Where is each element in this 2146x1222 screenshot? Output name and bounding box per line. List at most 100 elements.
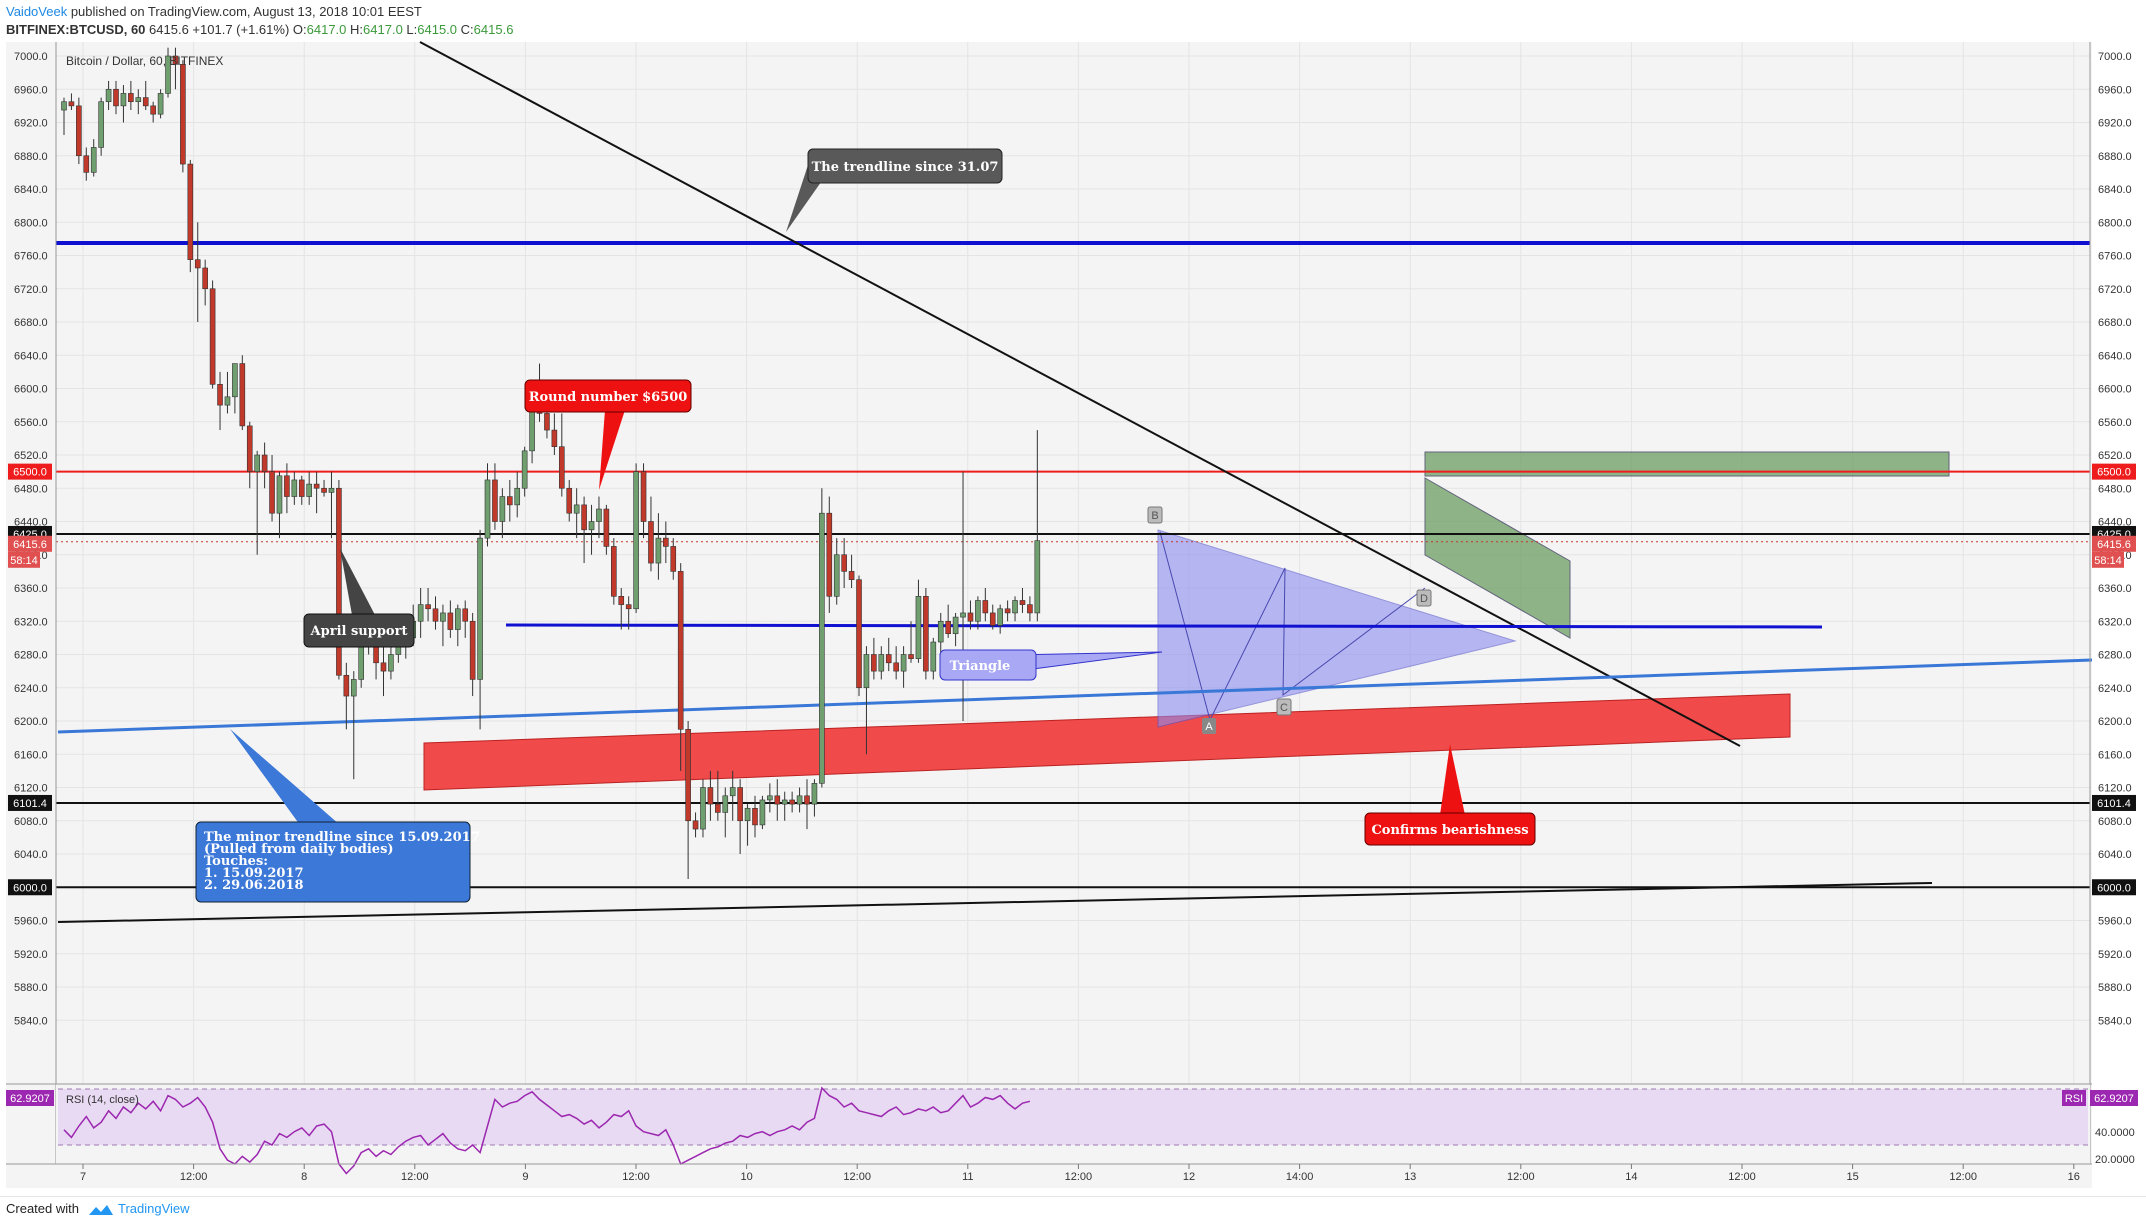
y-tick-left: 6240.0 — [14, 683, 48, 695]
candle — [841, 538, 847, 588]
candle — [722, 787, 729, 838]
candle — [350, 671, 357, 780]
rsi-tick-20: 20.0000 — [2095, 1154, 2135, 1166]
candle — [432, 596, 439, 630]
candle — [180, 60, 186, 173]
svg-text:58:14: 58:14 — [2094, 555, 2122, 567]
y-tick-right: 6360.0 — [2098, 583, 2132, 595]
x-tick-label: 15 — [1846, 1171, 1858, 1183]
candle — [298, 475, 305, 505]
x-tick-label: 8 — [301, 1171, 307, 1183]
candle — [98, 97, 104, 156]
candle — [767, 783, 773, 813]
candle — [707, 770, 714, 821]
x-tick-label: 7 — [80, 1171, 86, 1183]
x-tick-label: 12:00 — [1728, 1171, 1756, 1183]
y-tick-right: 6680.0 — [2098, 317, 2132, 329]
candle — [269, 455, 275, 522]
svg-text:6415.6: 6415.6 — [2097, 539, 2131, 551]
price-tag-last_price-right: 6415.6 — [2092, 535, 2136, 552]
minor-line-4: 1. 15.09.2017 — [204, 866, 304, 881]
candle — [819, 488, 825, 788]
svg-text:6415.6: 6415.6 — [13, 539, 47, 551]
candle — [150, 101, 156, 123]
y-tick-left: 6200.0 — [14, 716, 48, 728]
trendline-since-31-07 — [419, 41, 1741, 747]
rsi-line — [63, 1086, 1031, 1175]
candle — [246, 421, 253, 489]
x-tick-label: 9 — [522, 1171, 528, 1183]
candle — [551, 413, 558, 455]
candle — [380, 646, 387, 697]
publication-line: VaidoVeek published on TradingView.com, … — [6, 4, 422, 19]
candle — [588, 504, 595, 555]
candle — [187, 159, 194, 273]
x-tick-label: 16 — [2068, 1171, 2080, 1183]
candle — [284, 463, 290, 514]
y-tick-left: 6880.0 — [14, 151, 48, 163]
price-tag-level_6500-left: 6500.0 — [8, 463, 52, 480]
candle — [715, 770, 721, 821]
candle — [692, 812, 699, 838]
y-tick-left: 6640.0 — [14, 350, 48, 362]
candle — [900, 646, 907, 688]
candle — [120, 85, 127, 123]
callout-minor-trendline: The minor trendline since 15.09.2017 (Pu… — [195, 729, 480, 903]
candle — [967, 600, 974, 630]
x-tick-label: 12:00 — [622, 1171, 650, 1183]
y-tick-left: 6440.0 — [14, 517, 48, 529]
candle — [261, 442, 268, 489]
minor-line-5: 2. 29.06.2018 — [204, 878, 304, 893]
candle — [506, 479, 513, 522]
tradingview-logo-icon[interactable] — [88, 1203, 114, 1217]
y-tick-right: 6560.0 — [2098, 417, 2132, 429]
rsi-tag-right-value: 62.9207 — [2090, 1090, 2138, 1106]
x-tick-label: 10 — [740, 1171, 752, 1183]
svg-text:6101.4: 6101.4 — [13, 798, 47, 810]
candle — [663, 521, 669, 564]
high-label: H: — [350, 22, 364, 37]
x-tick-label: 14 — [1625, 1171, 1637, 1183]
rsi-tick-40: 40.0000 — [2095, 1127, 2135, 1139]
author-link[interactable]: VaidoVeek — [6, 4, 68, 19]
candle — [863, 646, 870, 755]
chart-legend-title: Bitcoin / Dollar, 60, BITFINEX — [66, 54, 223, 68]
candle — [194, 222, 201, 322]
x-tick-label: 13 — [1404, 1171, 1416, 1183]
abcd-lines — [1159, 531, 1426, 722]
candle — [893, 646, 899, 680]
candle — [625, 596, 632, 630]
candle — [1019, 588, 1026, 613]
candle — [239, 355, 246, 431]
close-value: 6415.6 — [473, 22, 514, 37]
y-tick-left: 6320.0 — [14, 616, 48, 628]
callout-trendline: The trendline since 31.07 — [786, 148, 1003, 232]
price-chart[interactable]: Bitcoin / Dollar, 60, BITFINEX The trend… — [0, 40, 2146, 1196]
x-tick-label: 12:00 — [401, 1171, 429, 1183]
y-tick-left: 6960.0 — [14, 84, 48, 96]
x-tick-label: 12:00 — [1949, 1171, 1977, 1183]
y-tick-right: 5840.0 — [2098, 1015, 2132, 1027]
y-tick-right: 6440.0 — [2098, 517, 2132, 529]
x-tick-label: 12:00 — [180, 1171, 208, 1183]
y-tick-right: 6200.0 — [2098, 716, 2132, 728]
last-price: 6415.6 — [149, 22, 189, 37]
point-b: B — [1147, 506, 1163, 524]
candle — [759, 795, 766, 830]
low-label: L: — [406, 22, 418, 37]
candle — [343, 662, 350, 730]
candle — [930, 637, 937, 680]
created-with-text: Created with — [6, 1201, 79, 1216]
point-c: C — [1276, 698, 1292, 716]
y-tick-right: 6880.0 — [2098, 151, 2132, 163]
x-tick-label: 12:00 — [843, 1171, 871, 1183]
y-tick-right: 6760.0 — [2098, 251, 2132, 263]
tradingview-brand[interactable]: TradingView — [118, 1201, 190, 1216]
price-tag-level_6000-left: 6000.0 — [8, 879, 52, 896]
price-tag-countdown-left: 58:14 — [8, 551, 40, 568]
candle — [276, 471, 283, 539]
candle — [781, 791, 788, 821]
candle — [68, 93, 75, 111]
candle — [172, 47, 179, 90]
